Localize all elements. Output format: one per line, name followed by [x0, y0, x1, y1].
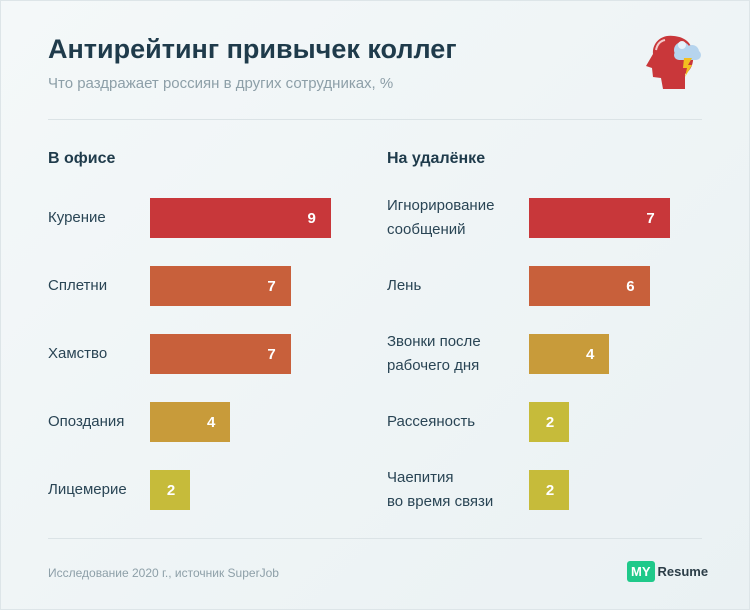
category-label: Лень [387, 277, 422, 294]
page-title: Антирейтинг привычек коллег [48, 34, 457, 64]
bar: 7 [150, 334, 291, 374]
bar: 6 [529, 266, 650, 306]
bar: 4 [150, 402, 231, 442]
page-subtitle: Что раздражает россиян в других сотрудни… [48, 75, 394, 92]
bar: 7 [150, 266, 291, 306]
bar: 9 [150, 198, 331, 238]
bar: 7 [529, 198, 670, 238]
divider [48, 119, 702, 120]
category-label: Лицемерие [48, 481, 127, 498]
value-label: 6 [626, 277, 635, 295]
category-label: Курение [48, 209, 106, 226]
section-title-office: В офисе [48, 150, 116, 167]
value-label: 2 [166, 481, 176, 499]
source-note: Исследование 2020 г., источник SuperJob [48, 566, 279, 580]
category-label: Сплетни [48, 277, 108, 294]
category-label: Игнорирование сообщений [387, 197, 495, 238]
value-label: 9 [307, 209, 316, 227]
value-label: 7 [646, 209, 655, 227]
value-label: 7 [267, 345, 276, 363]
category-label: Опоздания [48, 413, 125, 430]
value-label: 2 [545, 481, 555, 499]
divider [48, 538, 702, 539]
category-label: Хамство [48, 345, 108, 362]
bar: 2 [529, 470, 570, 510]
category-label: Чаепития во время связи [387, 469, 494, 510]
section-title-remote: На удалёнке [387, 150, 486, 167]
bar: 2 [150, 470, 191, 510]
category-label: Звонки после рабочего дня [387, 333, 481, 374]
value-label: 4 [586, 345, 595, 363]
bar: 2 [529, 402, 570, 442]
category-label: Рассеяность [387, 413, 476, 430]
value-label: 7 [267, 277, 276, 295]
head-storm-icon [646, 35, 701, 89]
bar: 4 [529, 334, 610, 374]
value-label: 2 [545, 413, 555, 431]
myresume-logo: MY Resume [627, 561, 708, 582]
value-label: 4 [207, 413, 216, 431]
